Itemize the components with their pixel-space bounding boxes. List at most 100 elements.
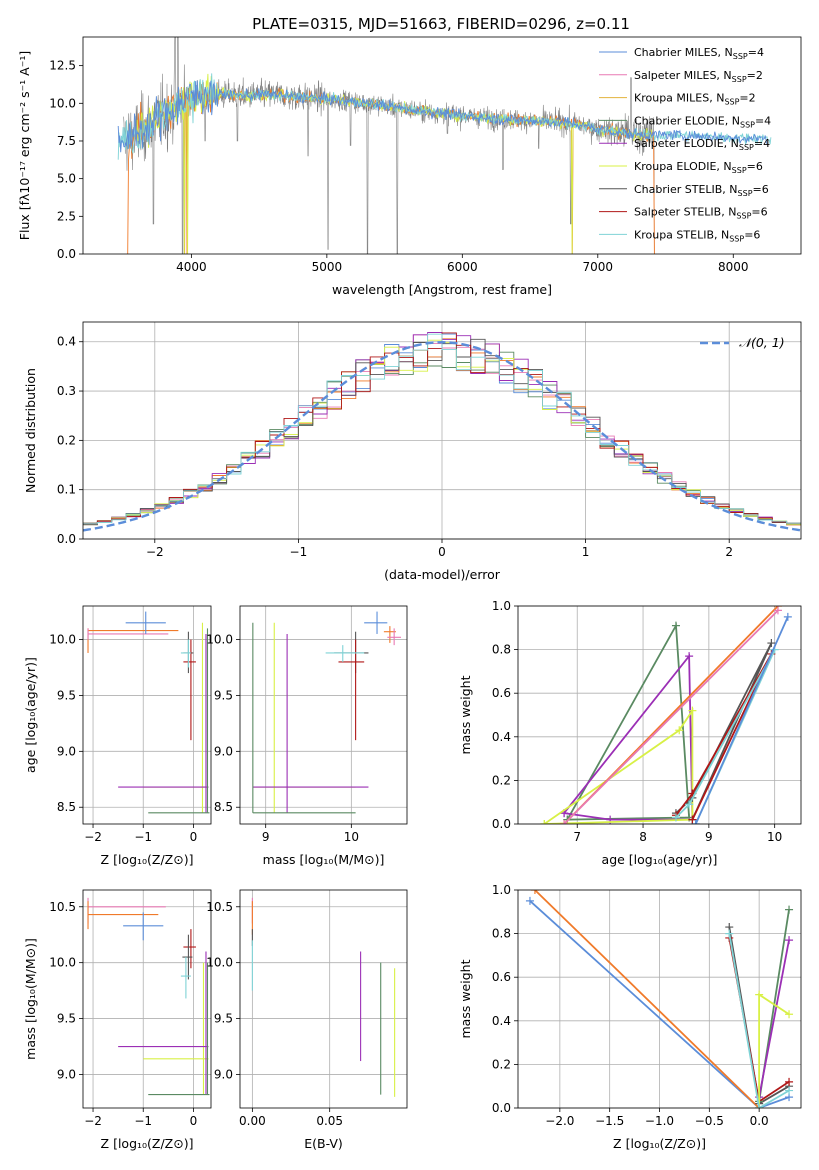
error-bar — [180, 957, 191, 999]
y-tick-label: 0.0 — [57, 532, 76, 546]
x-tick-label: 1 — [582, 545, 590, 559]
weight-marker — [785, 936, 794, 945]
axes-frame — [82, 889, 212, 1109]
y-tick-label: 9.0 — [57, 1067, 76, 1081]
weight-marker — [767, 639, 776, 648]
plot-weight_vs_Z: −2.0 −1.5 −1.0 −0.5 0.0 0.0 0.2 0.4 0.6 0.8 1.0 Z [… — [458, 883, 802, 1151]
legend-label-tail: =4 — [748, 46, 764, 59]
legend-label-sub: SSP — [729, 234, 744, 243]
legend-label-tail: =6 — [753, 183, 769, 196]
legend-label: Chabrier MILES, NSSP=4 — [634, 46, 764, 61]
x-axis-label: Z [log₁₀(Z/Z⊙)] — [101, 1136, 194, 1151]
y-tick-label: 0.8 — [492, 927, 511, 941]
y-tick-label: 9.5 — [57, 688, 76, 702]
axes-frame — [82, 36, 802, 255]
legend-label-tail: =4 — [755, 114, 771, 127]
axes-frame — [517, 889, 802, 1109]
weight-marker — [773, 606, 782, 615]
weight-marker — [685, 652, 694, 661]
x-tick-label: 5000 — [312, 260, 343, 274]
legend: Chabrier MILES, NSSP=4 Salpeter MILES, NS… — [599, 46, 771, 243]
y-tick-label: 10.0 — [206, 956, 233, 970]
legend-label-sub: SSP — [739, 143, 754, 152]
error-bar — [143, 962, 209, 1095]
gaussian-curve — [83, 340, 801, 532]
weight-series — [563, 653, 694, 821]
legend-label-text: Chabrier ELODIE, N — [634, 114, 740, 127]
x-tick-label: 8 — [639, 830, 647, 844]
plot-weight_vs_age: 7 8 9 10 0.0 0.2 0.4 0.6 0.8 1.0 age [log₁₀(age/yr… — [458, 599, 802, 867]
y-tick-label: 0.8 — [492, 643, 511, 657]
legend: 𝒩(0, 1) — [700, 335, 785, 350]
weight-series — [566, 622, 691, 821]
weight-marker — [725, 929, 734, 938]
x-tick-label: 2 — [725, 545, 733, 559]
x-tick-label: −2 — [146, 545, 164, 559]
plot-age_vs_mass: 9 10 8.5 9.0 9.5 10.0 mass [log₁₀(M/M⊙)] — [206, 605, 408, 867]
legend-label-sub: SSP — [732, 75, 747, 84]
legend-label: Kroupa STELIB, NSSP=6 — [634, 228, 760, 243]
x-tick-label: 7 — [573, 830, 581, 844]
weight-marker — [785, 905, 794, 914]
error-bar — [183, 929, 196, 969]
error-bar — [87, 628, 169, 640]
legend-label: Salpeter STELIB, NSSP=6 — [634, 206, 768, 221]
y-axis-label: mass weight — [458, 675, 473, 754]
weight-marker — [755, 1104, 764, 1108]
weight-marker — [530, 890, 539, 894]
y-tick-label: 0.2 — [57, 433, 76, 447]
x-tick-label: 0 — [438, 545, 446, 559]
legend-label-text: Kroupa ELODIE, N — [634, 160, 732, 173]
axes-frame — [82, 321, 802, 540]
weight-series — [675, 653, 773, 820]
plot-spectrum: 4000 5000 6000 7000 8000 0.0 2.5 5.0 7.5 10.0 12.5… — [17, 36, 802, 297]
legend-label: Salpeter MILES, NSSP=2 — [634, 69, 763, 84]
x-tick-label: −1.5 — [595, 1114, 624, 1128]
axes: −2.0 −1.5 −1.0 −0.5 0.0 0.0 0.2 0.4 0.6 0.8 1.0 Z [… — [458, 883, 802, 1151]
x-axis-label: Z [log₁₀(Z/Z⊙)] — [613, 1136, 706, 1151]
error-bar — [252, 633, 369, 813]
axes-frame — [82, 605, 212, 825]
observed-spectrum — [123, 37, 655, 254]
y-tick-label: 0.4 — [492, 1014, 511, 1028]
x-axis-label: wavelength [Angstrom, rest frame] — [332, 282, 552, 297]
x-axis-label: Z [log₁₀(Z/Z⊙)] — [101, 852, 194, 867]
legend-label-sub: SSP — [736, 212, 751, 221]
legend-label-tail: =6 — [744, 228, 760, 241]
y-axis-label: Normed distribution — [23, 368, 38, 493]
legend-label-text: Kroupa STELIB, N — [634, 228, 729, 241]
x-tick-label: 10 — [344, 830, 359, 844]
x-tick-label: 0 — [190, 830, 198, 844]
y-tick-label: 0.0 — [492, 1101, 511, 1115]
weight-marker — [755, 990, 764, 999]
y-tick-label: 0.4 — [57, 335, 76, 349]
y-tick-label: 9.5 — [214, 1012, 233, 1026]
y-tick-label: 0.3 — [57, 384, 76, 398]
plot-mass_vs_Z: −2 −1 0 9.0 9.5 10.0 10.5 Z [log₁₀(Z/Z⊙)] mass [… — [23, 889, 212, 1151]
legend-label-tail: =4 — [754, 137, 770, 150]
y-tick-label: 10.0 — [49, 956, 76, 970]
y-axis-label: Flux [fλ10⁻¹⁷ erg cm⁻² s⁻¹ A⁻¹] — [17, 51, 32, 240]
y-tick-label: 9.5 — [214, 688, 233, 702]
weight-marker — [688, 815, 697, 824]
plot-residual_histogram: −2 −1 0 1 2 0.0 0.1 0.2 0.3 0.4 (data-model)/error… — [23, 321, 802, 582]
x-tick-label: −1 — [290, 545, 308, 559]
error-bar — [183, 639, 196, 741]
y-tick-label: 2.5 — [57, 209, 76, 223]
x-tick-label: −0.5 — [695, 1114, 724, 1128]
y-tick-label: 0.6 — [492, 686, 511, 700]
x-tick-label: 6000 — [447, 260, 478, 274]
y-tick-label: 10.0 — [49, 96, 76, 110]
legend-label: Kroupa ELODIE, NSSP=6 — [634, 160, 763, 175]
weight-marker — [691, 820, 700, 824]
x-tick-label: 9 — [705, 830, 713, 844]
y-tick-label: 1.0 — [492, 599, 511, 613]
x-tick-label: −1 — [134, 830, 152, 844]
x-tick-label: 8000 — [718, 260, 749, 274]
axes: −2 −1 0 8.5 9.0 9.5 10.0 Z [log₁₀(Z/Z⊙)] age [lo… — [23, 605, 212, 867]
legend-label-tail: =6 — [751, 206, 767, 219]
plot-mass_vs_ebv: 0.00 0.05 9.0 9.5 10.0 10.5 E(B-V) — [206, 889, 408, 1151]
error-bar — [252, 622, 356, 813]
y-tick-label: 9.0 — [214, 1067, 233, 1081]
